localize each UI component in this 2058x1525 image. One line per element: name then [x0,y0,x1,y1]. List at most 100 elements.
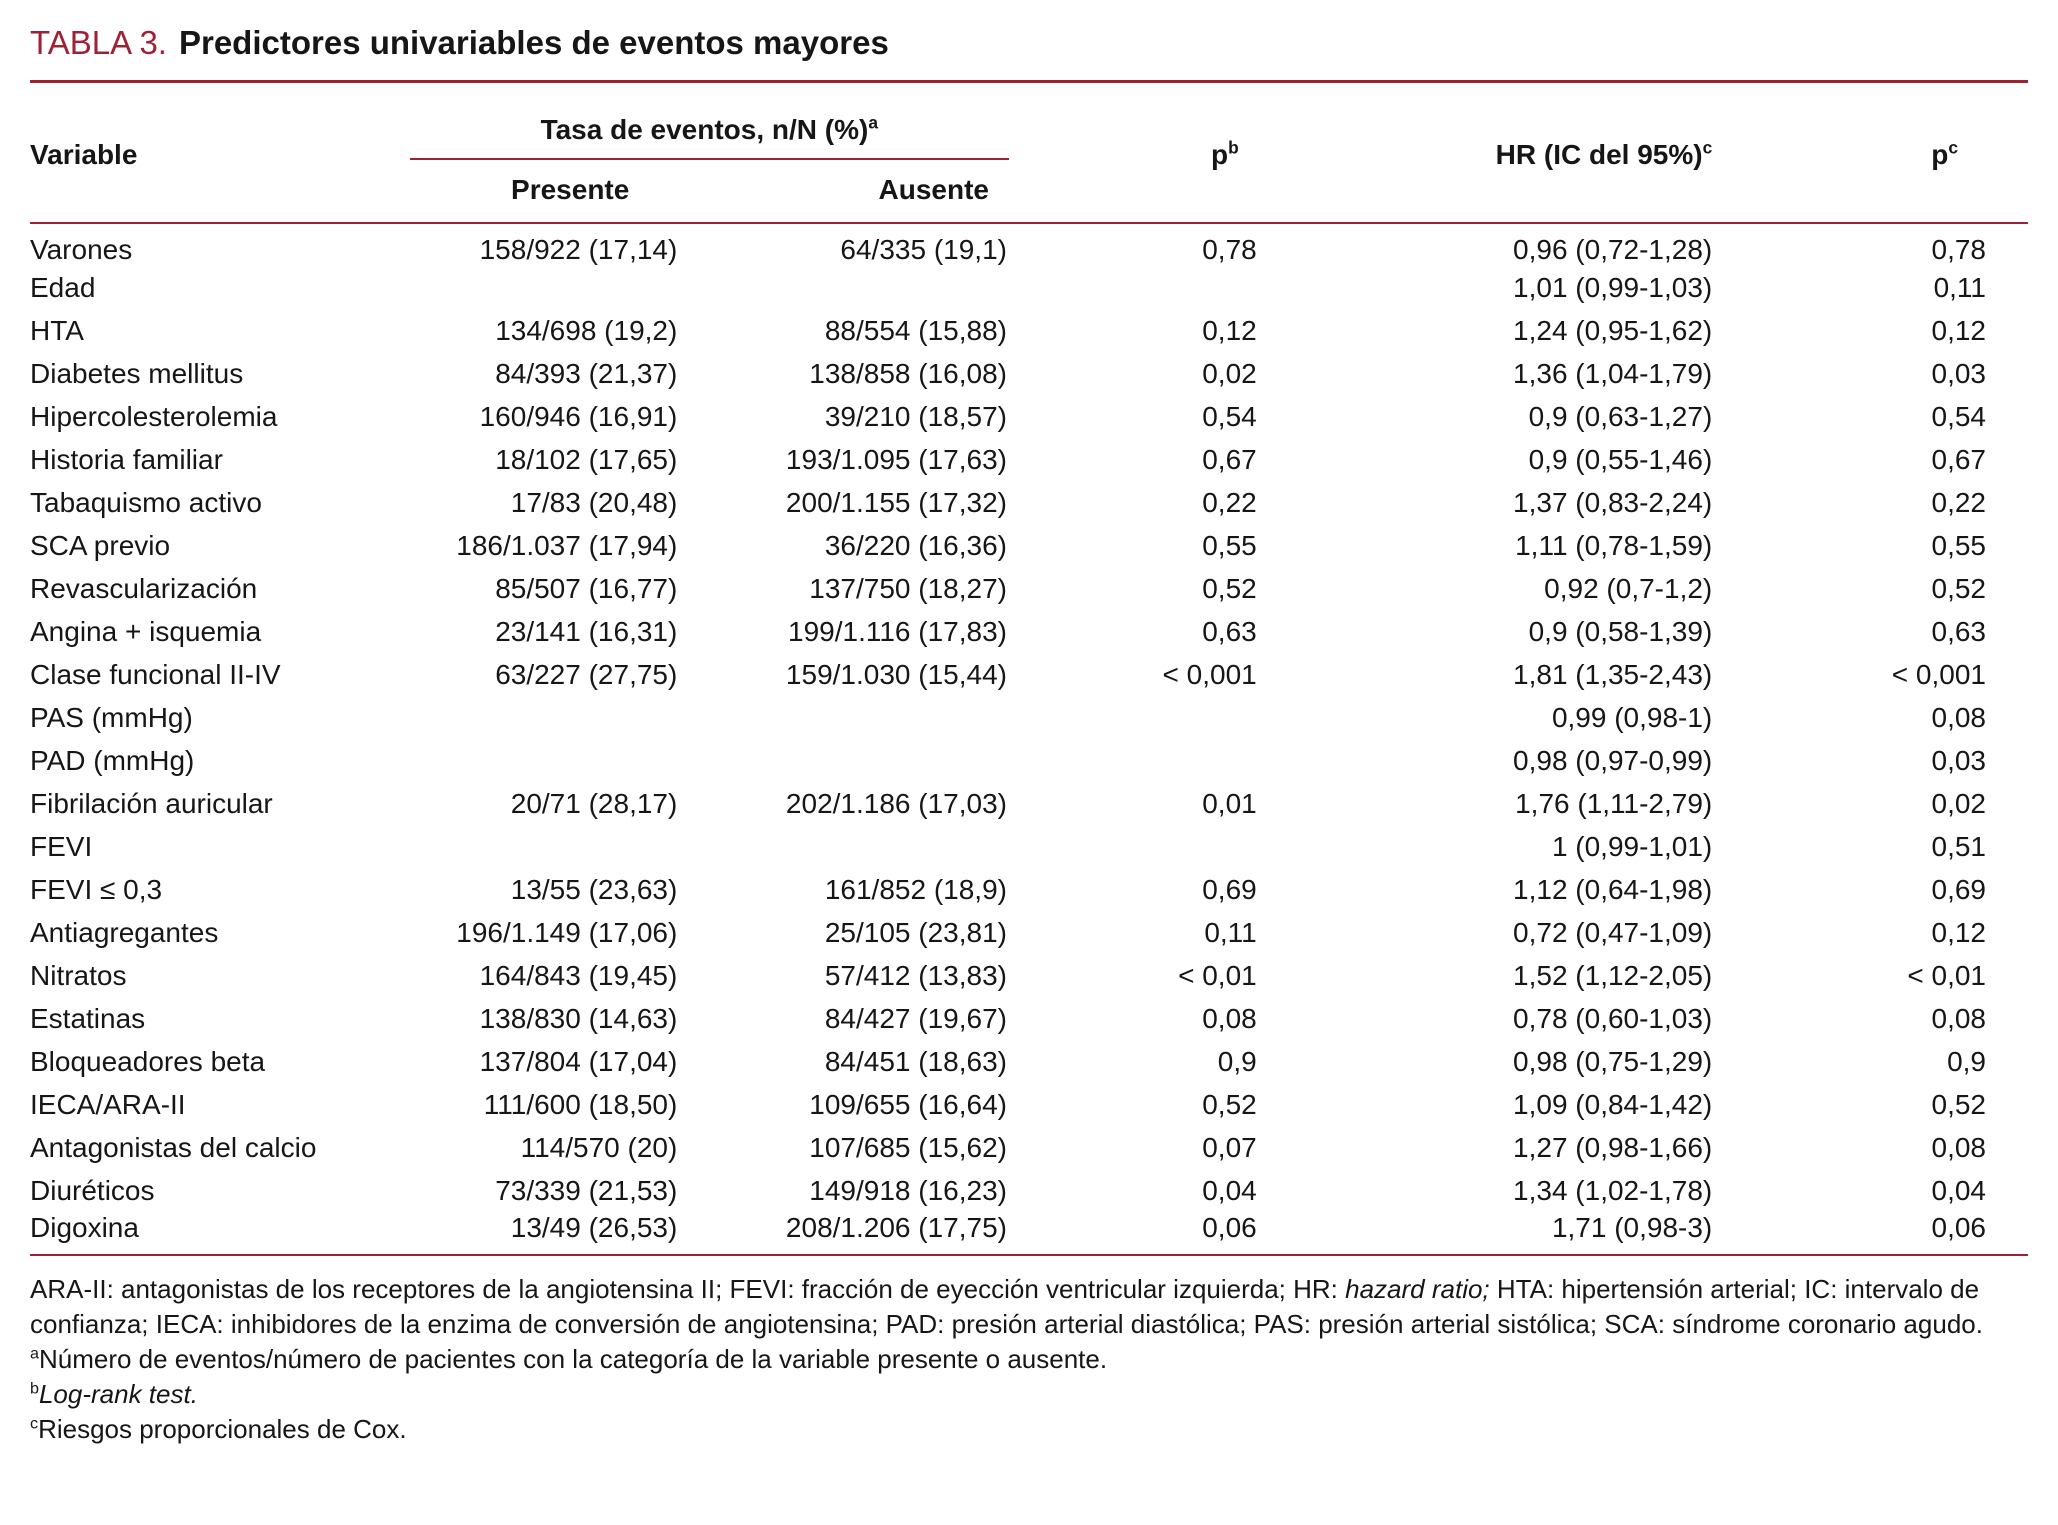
cell-p-cox: 0,67 [1931,443,1987,475]
cell-presente: 158/922 (17,14) [409,222,680,266]
footnote-a: aNúmero de eventos/número de pacientes c… [30,1342,2028,1377]
cell-hr: 1,76 (1,11-2,79) [1515,787,1713,819]
predictors-table: Variable Tasa de eventos, n/N (%)a pb HR… [30,93,2028,1256]
cell-p-logrank [1009,696,1259,739]
footnote-b-text: Log-rank test. [38,1379,198,1409]
cell-p-cox: < 0,001 [1891,658,1986,690]
cell-presente: 23/141 (16,31) [495,615,678,647]
table-row: FEVI 1 (0,99-1,01) 0,51 [30,825,2028,868]
cell-hr: 0,9 (0,63-1,27) [1528,400,1713,432]
cell-ausente: 39/210 (18,57) [824,400,1007,432]
cell-variable: Antiagregantes [30,916,219,948]
cell-ausente: 57/412 (13,83) [824,959,1007,991]
table-row: Digoxina 13/49 (26,53) 208/1.206 (17,75) 0,… [30,1212,2028,1256]
footnote-c-marker: c [30,1414,39,1433]
cell-variable: Clase funcional II-IV [30,658,281,690]
table-header: Variable Tasa de eventos, n/N (%)a pb HR… [30,93,2028,223]
cell-variable: Historia familiar [30,443,223,475]
footnote-abbreviations-part1: ARA-II: antagonistas de los receptores d… [30,1274,1346,1304]
cell-p-cox: 0,06 [1718,1212,2028,1256]
cell-hr: 0,98 (0,97-0,99) [1513,744,1713,776]
cell-p-logrank [1009,825,1259,868]
cell-p-logrank: 0,12 [1202,314,1257,346]
table-row: Clase funcional II-IV 63/227 (27,75) 159/1… [30,653,2028,696]
table-row: Edad 1,01 (0,99-1,03) 0,11 [30,266,2028,309]
paper-table-figure: TABLA 3. Predictores univariables de even… [30,24,2028,1447]
cell-ausente: 200/1.155 (17,32) [785,486,1007,518]
cell-ausente: 64/335 (19,1) [679,222,1009,266]
cell-p-cox: 0,11 [1933,271,1986,303]
table-row: Estatinas 138/830 (14,63) 84/427 (19,67) 0,… [30,997,2028,1040]
cell-presente: 13/49 (26,53) [409,1212,680,1256]
cell-ausente: 193/1.095 (17,63) [785,443,1007,475]
table-title: TABLA 3. Predictores univariables de even… [30,24,2028,62]
cell-presente [410,825,680,868]
cell-variable: FEVI [30,830,93,862]
header-p-cox: pc [1718,93,2028,223]
cell-p-cox: 0,08 [1931,1131,1987,1163]
cell-variable: Revascularización [30,572,258,604]
cell-hr: 1,36 (1,04-1,79) [1513,357,1713,389]
cell-ausente: 25/105 (23,81) [824,916,1007,948]
cell-presente [410,696,680,739]
header-ausente: Ausente [878,174,989,205]
cell-variable: IECA/ARA-II [30,1088,186,1120]
table-row: Angina + isquemia 23/141 (16,31) 199/1.116… [30,610,2028,653]
cell-variable: Nitratos [30,959,127,991]
cell-hr: 1,37 (0,83-2,24) [1513,486,1713,518]
cell-hr: 0,99 (0,98-1) [1551,701,1713,733]
cell-variable: Estatinas [30,1002,146,1034]
header-presente: Presente [511,174,630,205]
cell-hr: 1,81 (1,35-2,43) [1513,658,1713,690]
cell-ausente [679,266,1009,309]
footnote-c: cRiesgos proporcionales de Cox. [30,1412,2028,1447]
cell-p-cox: 0,52 [1931,572,1987,604]
cell-variable: Varones [30,222,410,266]
header-row-group: Variable Tasa de eventos, n/N (%)a pb HR… [30,93,2028,170]
cell-p-cox: < 0,01 [1907,959,1986,991]
table-row: IECA/ARA-II 111/600 (18,50) 109/655 (16,64… [30,1083,2028,1126]
cell-p-logrank: 0,22 [1202,486,1257,518]
header-p-logrank: pb [1009,93,1259,223]
cell-presente: 13/55 (23,63) [510,873,678,905]
cell-hr: 0,98 (0,75-1,29) [1513,1045,1713,1077]
footnote-a-text: Número de eventos/número de pacientes co… [38,1344,1108,1374]
footnote-abbreviations-part2: HTA: hipertensión arterial; IC: interval… [30,1274,1983,1339]
table-row: Hipercolesterolemia 160/946 (16,91) 39/210… [30,395,2028,438]
header-hr-sup: c [1702,137,1713,158]
cell-p-cox: 0,54 [1931,400,1987,432]
cell-p-logrank [1009,739,1259,782]
cell-p-logrank: 0,55 [1202,529,1257,561]
cell-presente: 137/804 (17,04) [479,1045,678,1077]
cell-p-logrank: 0,01 [1202,787,1257,819]
cell-p-logrank: 0,07 [1202,1131,1257,1163]
title-divider [30,80,2028,83]
header-event-rate-group: Tasa de eventos, n/N (%)a [409,93,1009,160]
cell-ausente: 199/1.116 (17,83) [788,615,1007,647]
table-row: Bloqueadores beta 137/804 (17,04) 84/451 (… [30,1040,2028,1083]
cell-presente: 17/83 (20,48) [510,486,678,518]
table-row: Diabetes mellitus 84/393 (21,37) 138/858 (… [30,352,2028,395]
cell-variable: Tabaquismo activo [30,486,262,518]
header-variable: Variable [30,138,138,170]
table-body: Varones 158/922 (17,14) 64/335 (19,1) 0,78 0… [30,222,2028,1256]
cell-presente [410,266,680,309]
cell-variable: Fibrilación auricular [30,787,273,819]
header-p-logrank-sup: b [1228,137,1239,158]
cell-presente [410,739,680,782]
cell-p-cox: 0,08 [1931,701,1987,733]
cell-ausente: 109/655 (16,64) [809,1088,1007,1120]
cell-hr: 1,09 (0,84-1,42) [1513,1088,1713,1120]
cell-presente: 18/102 (17,65) [495,443,678,475]
footnotes: ARA-II: antagonistas de los receptores d… [30,1272,2028,1447]
cell-p-cox: 0,12 [1931,314,1987,346]
cell-p-logrank: 0,9 [1217,1045,1257,1077]
table-row: PAD (mmHg) 0,98 (0,97-0,99) 0,03 [30,739,2028,782]
cell-ausente: 161/852 (18,9) [824,873,1007,905]
cell-ausente: 208/1.206 (17,75) [679,1212,1009,1256]
cell-variable: PAS (mmHg) [30,701,193,733]
cell-p-logrank: 0,67 [1202,443,1257,475]
cell-variable: Antagonistas del calcio [30,1131,317,1163]
cell-ausente: 88/554 (15,88) [824,314,1007,346]
table-row: PAS (mmHg) 0,99 (0,98-1) 0,08 [30,696,2028,739]
